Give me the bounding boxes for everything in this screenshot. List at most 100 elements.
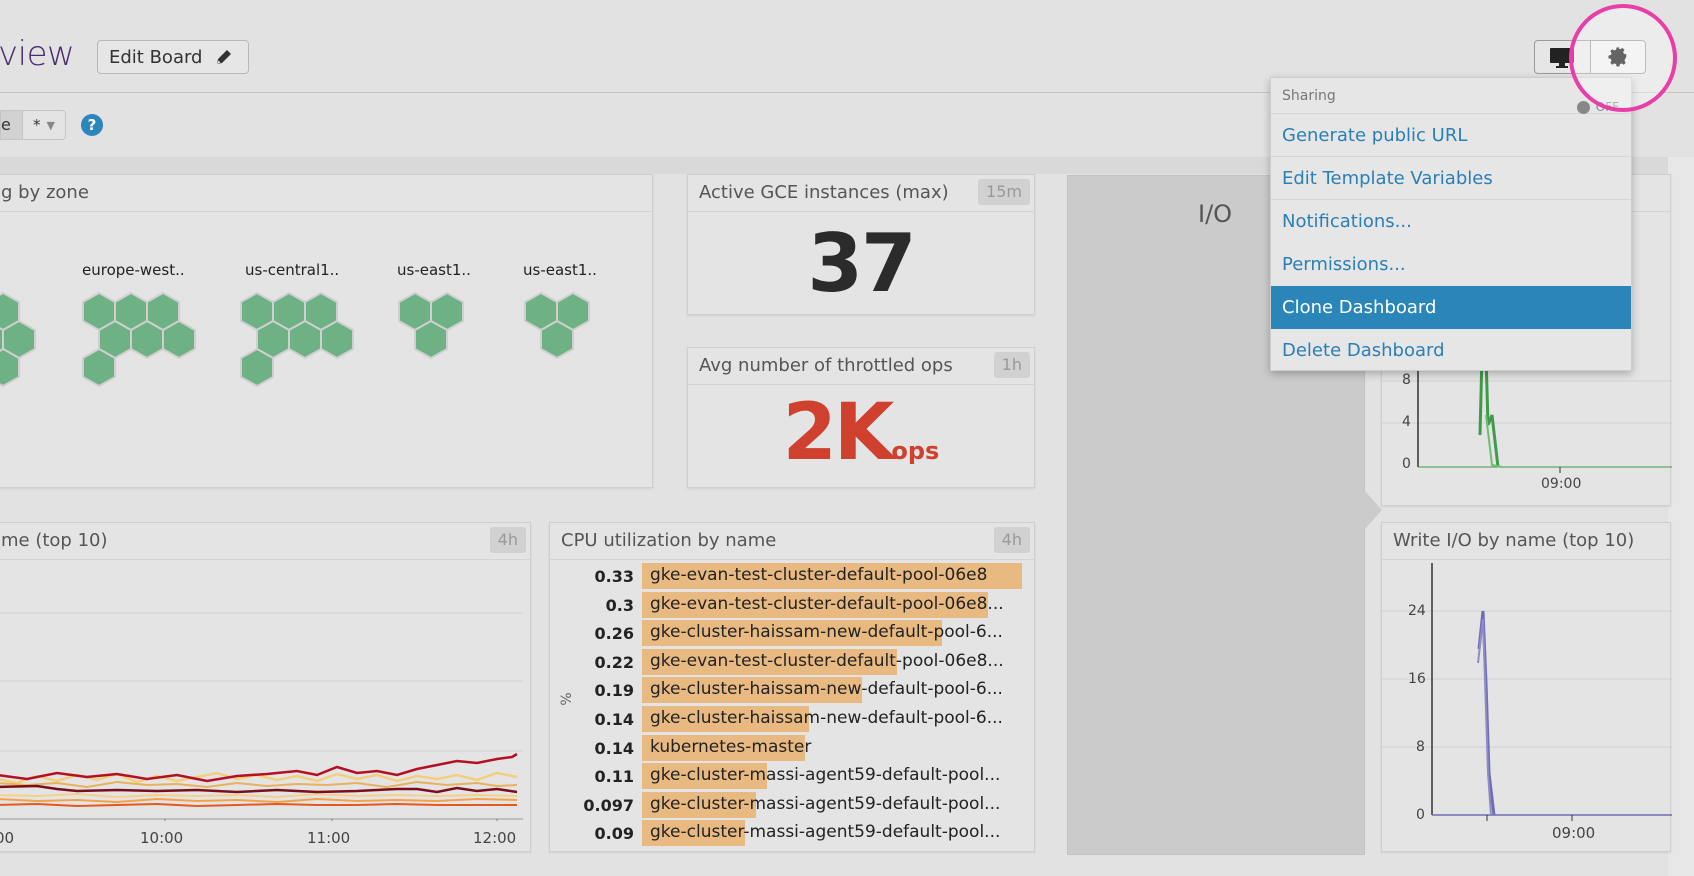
y-tick: 8	[1416, 739, 1425, 755]
toplist-bar	[642, 734, 806, 761]
toplist-value: 0.09	[594, 824, 634, 844]
template-variable-select[interactable]: * ▼	[22, 110, 66, 140]
toplist-bar	[642, 763, 768, 790]
hex-group-label: us-east1..	[397, 261, 471, 279]
edit-board-label: Edit Board	[109, 46, 203, 68]
query-value: 2K	[782, 388, 895, 478]
menu-item-notifications[interactable]: Notifications...	[1282, 211, 1412, 232]
toplist-label: kubernetes-master	[650, 736, 812, 757]
toplist-bar	[642, 563, 1022, 589]
toplist-value: 0.097	[583, 795, 634, 815]
toplist-row[interactable]: gke-cluster-haissam-new-default-pool-6..…	[642, 677, 1022, 704]
menu-item-permissions[interactable]: Permissions...	[1282, 254, 1406, 275]
toplist-label: gke-cluster-haissam-new-default-pool-6..…	[650, 708, 1003, 728]
toplist-bar	[642, 820, 745, 847]
x-tick: 00	[0, 829, 15, 847]
write-io-panel: Write I/O by name (top 10) 24 16 8 0 09:…	[1381, 522, 1672, 852]
toplist-row[interactable]: gke-cluster-haissam-new-default-pool-6..…	[642, 706, 1022, 732]
toplist-label: gke-cluster-haissam-new-default-pool-6..…	[650, 679, 1003, 700]
x-tick: 10:00	[140, 829, 184, 847]
settings-menu: Sharing OFF Generate public URL Edit Tem…	[1270, 77, 1632, 371]
toplist-row[interactable]: kubernetes-master	[642, 734, 1022, 761]
toplist-label: gke-evan-test-cluster-default-pool-06e8.…	[650, 650, 1004, 671]
toggle-knob-icon	[1576, 100, 1590, 114]
query-unit: ops	[891, 437, 940, 465]
toplist-bar	[642, 620, 943, 647]
timeframe-badge: 1h	[993, 352, 1030, 378]
toplist-value: 0.3	[605, 595, 634, 615]
timeframe-badge: 4h	[993, 527, 1030, 553]
dashboard-top-strip	[0, 157, 1668, 174]
timeframe-badge: 4h	[489, 527, 526, 553]
toplist-bar	[642, 791, 756, 818]
sharing-toggle[interactable]: OFF	[1576, 89, 1619, 125]
header-divider	[0, 92, 1694, 93]
y-tick: 0	[1402, 456, 1411, 472]
toplist-value: 0.19	[594, 681, 634, 701]
toplist-row[interactable]: gke-cluster-massi-agent59-default-pool..…	[642, 791, 1022, 818]
query-value: 37	[807, 217, 916, 310]
template-variable-value: *	[33, 116, 41, 134]
menu-item-edit-template-variables[interactable]: Edit Template Variables	[1271, 157, 1631, 200]
toplist-row[interactable]: gke-cluster-massi-agent59-default-pool..…	[642, 763, 1022, 790]
toplist-row[interactable]: gke-evan-test-cluster-default-pool-06e8.…	[642, 591, 1022, 618]
write-io-chart[interactable]	[1382, 563, 1672, 843]
hex-group-label: us-central1..	[245, 261, 340, 279]
hex-group-label: us-east1..	[523, 261, 597, 279]
toplist-bar	[642, 648, 897, 675]
toplist-value: 0.26	[594, 624, 634, 644]
toplist-value: 0.14	[594, 710, 634, 729]
edit-board-button[interactable]: Edit Board	[97, 40, 249, 74]
active-instances-panel: Active GCE instances (max) 15m 37	[687, 174, 1035, 315]
panel-title: g by zone	[0, 175, 652, 212]
panel-title: CPU utilization by name	[561, 530, 777, 551]
sharing-state: OFF	[1595, 100, 1619, 114]
throttled-ops-panel: Avg number of throttled ops 1h 2Kops	[687, 347, 1035, 488]
template-variable-label: e	[0, 110, 22, 140]
toplist-label: gke-cluster-massi-agent59-default-pool..…	[650, 822, 1001, 843]
toplist-row[interactable]: gke-cluster-massi-agent59-default-pool..…	[642, 820, 1022, 847]
panel-title: Avg number of throttled ops	[699, 355, 953, 376]
toplist-row[interactable]: gke-cluster-haissam-new-default-pool-6..…	[642, 620, 1022, 647]
group-title: I/O	[1198, 200, 1233, 228]
hostmap-panel: g by zone europe-west.. us-central1.. us…	[0, 174, 653, 488]
caret-down-icon: ▼	[46, 118, 55, 132]
timeseries-chart[interactable]	[0, 561, 532, 821]
sharing-label: Sharing	[1282, 88, 1336, 104]
panel-title: me (top 10)	[1, 530, 108, 551]
toplist-value: 0.14	[594, 738, 634, 758]
toplist-label: gke-cluster-haissam-new-default-pool-6..…	[650, 622, 1003, 643]
toplist-bar	[642, 591, 988, 618]
y-tick: 16	[1408, 671, 1426, 687]
menu-item-clone-dashboard[interactable]: Clone Dashboard	[1271, 286, 1631, 329]
y-tick: 24	[1408, 603, 1426, 619]
toplist-value: 0.33	[594, 567, 634, 586]
read-io-chart[interactable]	[1382, 355, 1672, 495]
toplist-label: gke-cluster-massi-agent59-default-pool..…	[650, 765, 1001, 786]
right-gutter	[1668, 157, 1694, 876]
timeframe-badge: 15m	[978, 179, 1030, 205]
help-icon[interactable]: ?	[81, 114, 103, 136]
y-tick: 4	[1402, 414, 1411, 430]
y-tick: 8	[1402, 372, 1411, 388]
settings-button[interactable]	[1590, 40, 1646, 74]
toplist-bar	[642, 706, 810, 732]
page-title: view	[0, 34, 75, 74]
cpu-utilization-panel: CPU utilization by name 4h % 0.33 gke-eva…	[549, 522, 1035, 852]
toplist-row[interactable]: gke-evan-test-cluster-default-pool-06e8.…	[642, 648, 1022, 675]
y-tick: 0	[1416, 807, 1425, 823]
toplist-value: 0.11	[594, 767, 634, 787]
tv-mode-button[interactable]	[1534, 40, 1591, 74]
toplist-value: 0.22	[594, 652, 634, 672]
toplist-bar	[642, 677, 863, 704]
monitor-icon	[1550, 48, 1574, 68]
timeseries-panel: me (top 10) 4h 00 10:00 11:00 12:00	[0, 522, 531, 852]
toplist-row[interactable]: gke-evan-test-cluster-default-pool-06e8	[642, 563, 1022, 589]
hex-grid[interactable]	[0, 285, 647, 435]
menu-item-delete-dashboard[interactable]: Delete Dashboard	[1282, 340, 1445, 361]
toplist-label: gke-cluster-massi-agent59-default-pool..…	[650, 793, 1001, 814]
group-notch	[1364, 490, 1382, 530]
panel-title: Active GCE instances (max)	[699, 182, 949, 203]
menu-item-generate-public-url[interactable]: Generate public URL	[1271, 114, 1631, 157]
x-tick: 09:00	[1552, 824, 1596, 842]
